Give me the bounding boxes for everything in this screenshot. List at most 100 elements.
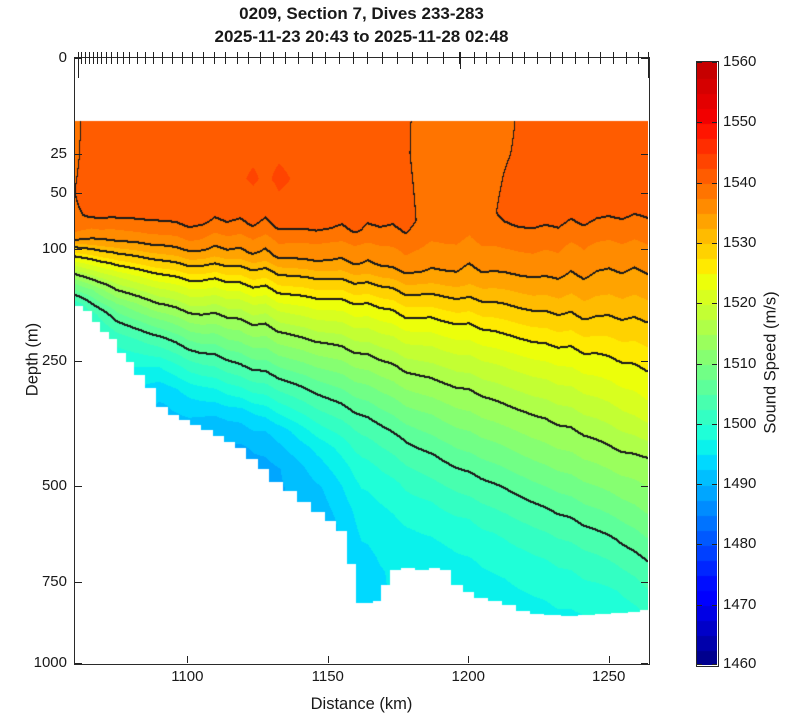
plot-subtitle: 2025-11-23 20:43 to 2025-11-28 02:48 [214, 27, 509, 46]
dive-position-tick [85, 52, 87, 64]
y-tick-label: 1000 [33, 654, 67, 671]
y-axis-tick-right [641, 153, 648, 155]
dive-position-tick [625, 52, 627, 64]
dive-position-tick [442, 52, 444, 64]
dive-position-tick [192, 52, 194, 64]
colorbar-tick-label: 1460 [723, 655, 757, 672]
dive-position-tick [427, 52, 429, 64]
colorbar-tick-label: 1510 [723, 354, 757, 372]
dive-position-tick [511, 52, 513, 64]
colorbar-tick [697, 122, 702, 124]
dive-position-tick [352, 52, 354, 64]
colorbar-tick [712, 423, 717, 425]
contour-plot-canvas [75, 58, 648, 663]
dive-position-tick [105, 52, 107, 64]
y-tick-label: 25 [50, 144, 67, 162]
dive-position-tick [338, 52, 340, 64]
y-axis-tick [75, 193, 82, 195]
dive-position-tick [324, 52, 326, 64]
dive-position-tick [537, 52, 539, 64]
dive-position-tick [101, 52, 103, 64]
dive-position-tick [248, 52, 250, 64]
x-tick-label: 1100 [171, 668, 204, 685]
y-axis-tick-right [641, 485, 648, 487]
colorbar-tick [712, 484, 717, 486]
y-axis-tick-right [641, 360, 648, 362]
colorbar-tick-label: 1470 [723, 595, 757, 613]
x-tick-label: 1250 [591, 668, 626, 685]
dive-position-tick [260, 52, 262, 64]
colorbar-tick-label: 1480 [723, 535, 757, 553]
colorbar-tick [712, 242, 717, 244]
colorbar-tick [697, 604, 702, 606]
dive-position-tick-long [459, 52, 461, 69]
dive-position-tick [396, 52, 398, 64]
x-axis-tick [187, 656, 189, 663]
colorbar-tick-label: 1540 [723, 173, 757, 191]
y-tick-label: 50 [50, 184, 67, 202]
x-axis-tick [608, 656, 610, 663]
y-axis-tick-right [641, 193, 648, 195]
dive-position-tick [89, 52, 91, 64]
y-axis-tick [75, 249, 82, 251]
colorbar-tick [712, 62, 717, 63]
colorbar-tick-label: 1530 [723, 233, 757, 251]
y-tick-label: 500 [41, 476, 67, 494]
colorbar-tick [697, 182, 702, 184]
y-tick-label: 0 [58, 49, 67, 66]
y-axis-tick [75, 360, 82, 362]
dive-position-tick [144, 52, 146, 64]
y-tick-label: 250 [41, 351, 67, 369]
dive-position-tick [153, 52, 155, 64]
colorbar-tick-label: 1550 [723, 113, 757, 131]
colorbar-canvas [697, 62, 717, 665]
colorbar-tick [697, 484, 702, 486]
colorbar-tick [697, 544, 702, 546]
dive-position-tick [367, 52, 369, 64]
colorbar-tick-label: 1500 [723, 414, 757, 432]
dive-position-tick [224, 52, 226, 64]
dive-position-tick [486, 52, 488, 64]
dive-position-tick [96, 52, 98, 64]
dive-position-tick [473, 52, 475, 64]
dive-position-tick [213, 52, 215, 64]
colorbar-tick-label: 1490 [723, 475, 757, 493]
colorbar-tick-label: 1520 [723, 294, 757, 312]
dive-position-tick [411, 52, 413, 64]
colorbar-tick [697, 664, 702, 665]
y-axis-tick-right [641, 58, 648, 59]
plot-axes-box [74, 57, 650, 665]
colorbar-tick [712, 122, 717, 124]
colorbar-tick [712, 664, 717, 665]
x-tick-label: 1200 [451, 668, 485, 685]
dive-position-tick [110, 52, 112, 64]
dive-position-tick [381, 52, 383, 64]
dive-position-tick [600, 52, 602, 64]
y-axis-tick [75, 485, 82, 487]
dive-position-tick [129, 52, 131, 64]
dive-position-tick [549, 52, 551, 64]
y-axis-tick [75, 581, 82, 583]
dive-position-tick [298, 52, 300, 64]
colorbar-tick [712, 363, 717, 365]
dive-position-tick [458, 52, 460, 64]
dive-position-tick [524, 52, 526, 64]
colorbar-tick [712, 303, 717, 305]
dive-position-tick [122, 52, 124, 64]
dive-position-tick [136, 52, 138, 64]
colorbar-tick [712, 182, 717, 184]
dive-position-tick [181, 52, 183, 64]
x-axis-tick [468, 656, 470, 663]
section-end-tick [77, 52, 79, 78]
colorbar-tick [697, 363, 702, 365]
dive-position-tick [116, 52, 118, 64]
dive-position-tick [562, 52, 564, 64]
dive-position-tick [272, 52, 274, 64]
dive-position-tick [311, 52, 313, 64]
colorbar-tick [712, 604, 717, 606]
colorbar-box [696, 61, 719, 667]
dive-position-tick [236, 52, 238, 64]
y-axis-tick-right [641, 581, 648, 583]
dive-position-tick [285, 52, 287, 64]
